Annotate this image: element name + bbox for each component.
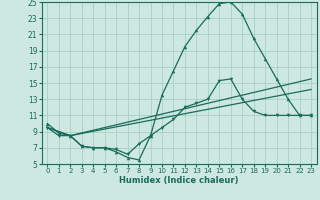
X-axis label: Humidex (Indice chaleur): Humidex (Indice chaleur) xyxy=(119,176,239,185)
